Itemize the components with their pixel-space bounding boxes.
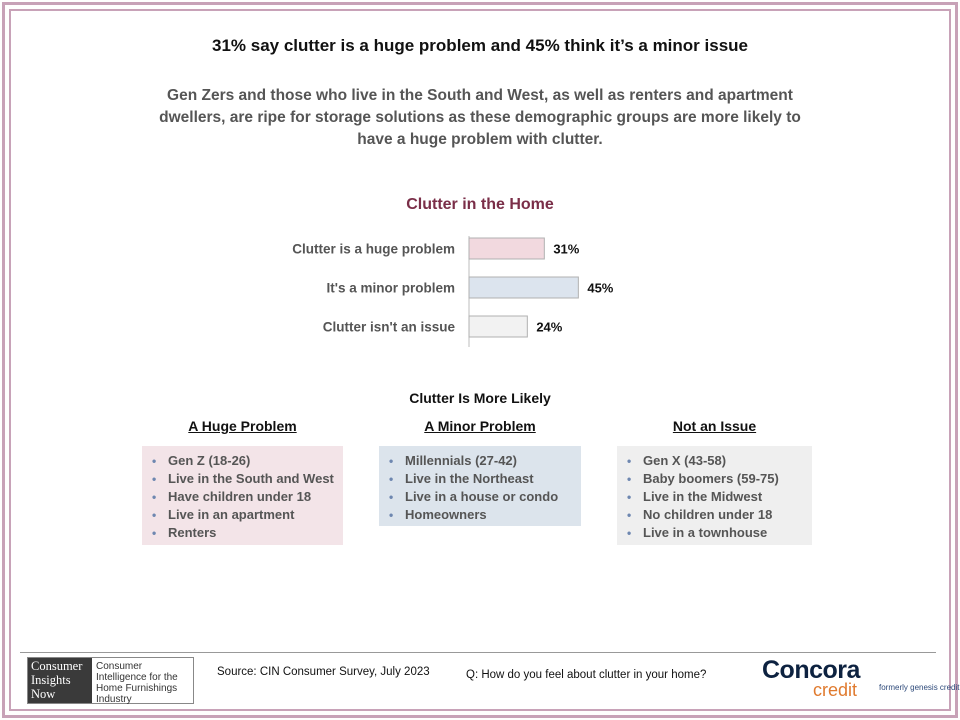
list-item: Have children under 18 [150, 488, 335, 506]
category-label: Clutter isn't an issue [323, 320, 456, 335]
bar [468, 237, 545, 260]
not-an-issue-list: Gen X (43-58) Baby boomers (59-75) Live … [625, 452, 804, 542]
group-heading-minor: A Minor Problem [424, 418, 536, 434]
cin-logo-tagline: Consumer Intelligence for the Home Furni… [96, 661, 178, 705]
concora-logo: Concora [762, 656, 860, 684]
chart-title: Clutter in the Home [406, 196, 554, 213]
bar-chart: Clutter is a huge problem 31% It's a minor… [292, 236, 614, 347]
survey-question: Q: How do you feel about clutter in your… [466, 669, 707, 681]
formerly-note: formerly genesis credit [879, 683, 960, 692]
group-heading-huge: A Huge Problem [188, 418, 297, 434]
list-item: Live in a townhouse [625, 524, 804, 542]
inner-frame [9, 9, 951, 711]
cin-logo-line: Consumer [31, 659, 83, 673]
bar [468, 276, 579, 299]
list-item: Gen Z (18-26) [150, 452, 335, 470]
page-subtitle: Gen Zers and those who live in the South… [159, 87, 801, 148]
footer-divider [20, 652, 936, 653]
data-label: 31% [553, 242, 579, 257]
huge-problem-box: Gen Z (18-26) Live in the South and West… [142, 446, 343, 545]
not-an-issue-box: Gen X (43-58) Baby boomers (59-75) Live … [617, 446, 812, 545]
group-heading-none: Not an Issue [672, 418, 757, 434]
list-item: No children under 18 [625, 506, 804, 524]
list-item: Live in the Northeast [387, 470, 573, 488]
cin-logo: Consumer Insights Now Consumer Intellige… [27, 657, 194, 705]
data-label: 45% [587, 281, 613, 296]
cin-logo-line: Insights [31, 673, 71, 687]
page-title: 31% say clutter is a huge problem and 45… [212, 36, 748, 55]
list-item: Millennials (27-42) [387, 452, 573, 470]
bar [468, 315, 528, 338]
source-note: Source: CIN Consumer Survey, July 2023 [217, 666, 430, 678]
list-item: Homeowners [387, 506, 573, 524]
list-item: Live in the South and West [150, 470, 335, 488]
minor-problem-box: Millennials (27-42) Live in the Northeas… [379, 446, 581, 526]
list-item: Live in an apartment [150, 506, 335, 524]
list-item: Gen X (43-58) [625, 452, 804, 470]
huge-problem-list: Gen Z (18-26) Live in the South and West… [150, 452, 335, 542]
category-label: Clutter is a huge problem [292, 242, 455, 257]
cin-logo-line: Now [31, 687, 56, 701]
list-item: Baby boomers (59-75) [625, 470, 804, 488]
more-likely-heading: Clutter Is More Likely [409, 390, 551, 406]
concora-logo-sub: credit [813, 680, 858, 700]
list-item: Live in a house or condo [387, 488, 573, 506]
cin-logo-dark-panel: Consumer Insights Now [28, 658, 92, 703]
category-label: It's a minor problem [327, 281, 455, 296]
list-item: Renters [150, 524, 335, 542]
minor-problem-list: Millennials (27-42) Live in the Northeas… [387, 452, 573, 524]
data-label: 24% [536, 320, 562, 335]
list-item: Live in the Midwest [625, 488, 804, 506]
